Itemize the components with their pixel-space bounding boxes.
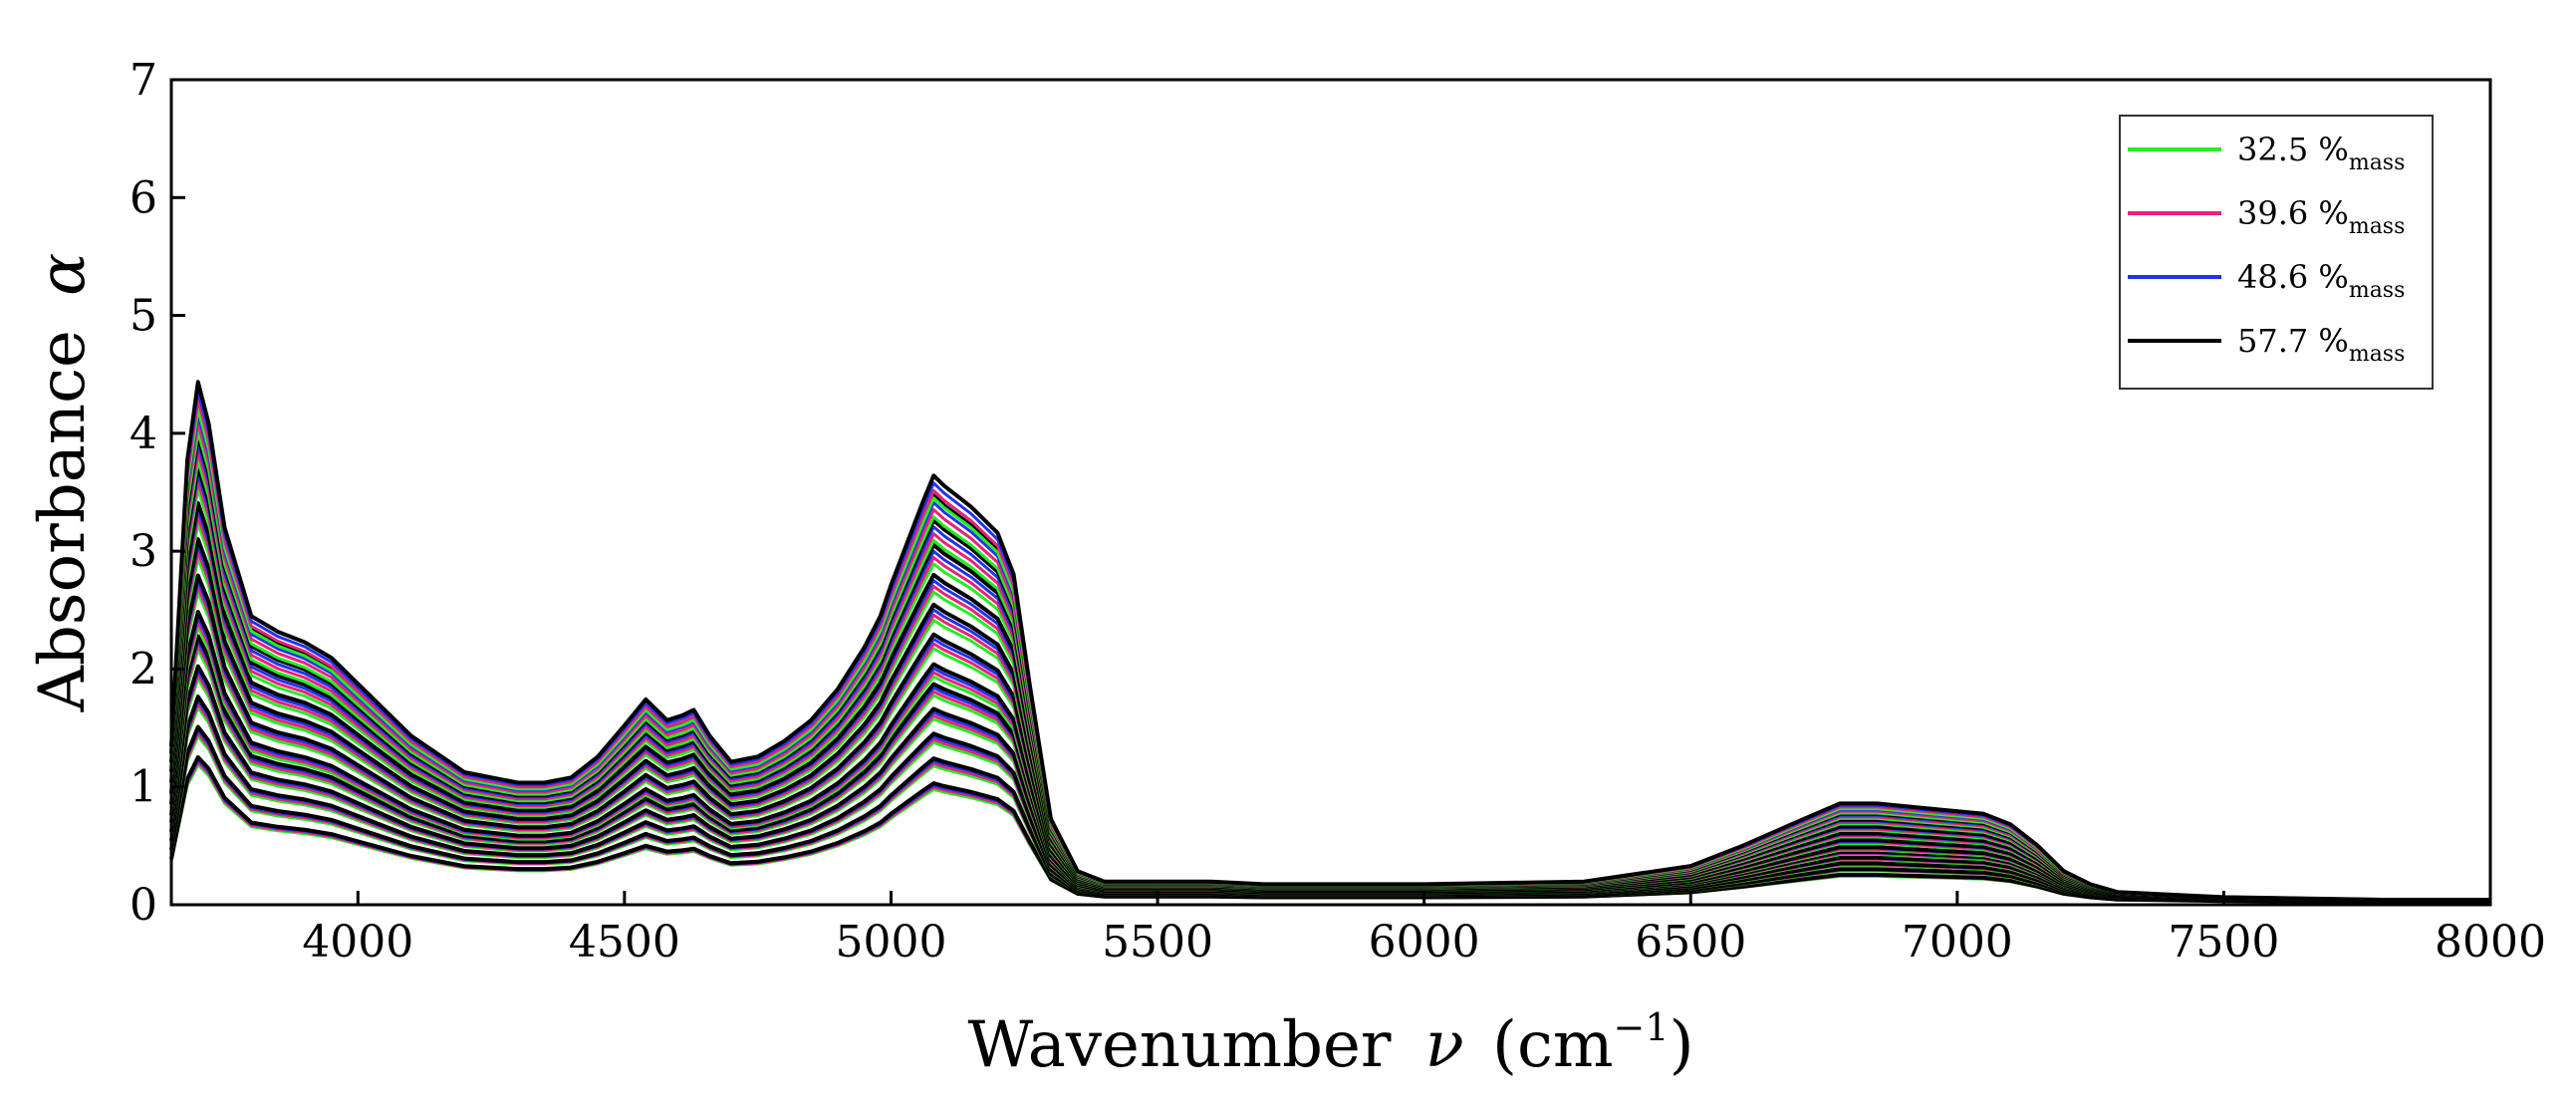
series-line bbox=[169, 450, 2490, 902]
x-tick-label: 6000 bbox=[1369, 917, 1480, 968]
series-line bbox=[169, 573, 2490, 903]
series-line bbox=[169, 724, 2490, 904]
legend-label: 32.5 %mass bbox=[2237, 131, 2405, 175]
y-tick-label: 4 bbox=[129, 409, 157, 459]
legend-label: 57.7 %mass bbox=[2237, 322, 2405, 367]
x-tick-label: 5000 bbox=[835, 917, 946, 968]
x-tick-label: 6500 bbox=[1635, 917, 1746, 968]
x-tick-label: 5500 bbox=[1102, 917, 1213, 968]
series-line bbox=[169, 421, 2490, 902]
y-tick-label: 1 bbox=[129, 762, 157, 813]
series-line bbox=[169, 537, 2490, 903]
series-line bbox=[169, 695, 2490, 904]
x-axis-title: Wavenumber ν (cm−1) bbox=[967, 1005, 1693, 1082]
series-layer bbox=[169, 380, 2490, 904]
x-axis-title-close: ) bbox=[1670, 1008, 1694, 1082]
series-line bbox=[169, 500, 2490, 903]
x-tick-label: 7500 bbox=[2168, 917, 2279, 968]
y-tick-label: 3 bbox=[129, 526, 157, 577]
series-line bbox=[169, 430, 2490, 902]
series-line bbox=[169, 408, 2490, 902]
y-tick-label: 0 bbox=[129, 880, 157, 931]
y-tick-label: 5 bbox=[129, 291, 157, 342]
x-axis-title-unit: (cm bbox=[1492, 1008, 1614, 1082]
series-line bbox=[169, 620, 2490, 903]
series-line bbox=[169, 664, 2490, 904]
x-tick-label: 4500 bbox=[569, 917, 680, 968]
x-tick-label: 8000 bbox=[2435, 917, 2546, 968]
series-line bbox=[169, 634, 2490, 904]
y-axis-title: Absorbance α bbox=[26, 253, 100, 713]
x-axis-title-exponent: −1 bbox=[1614, 1005, 1670, 1049]
series-line bbox=[169, 610, 2490, 904]
x-tick-label: 7000 bbox=[1902, 917, 2013, 968]
series-line bbox=[169, 380, 2490, 902]
y-tick-label: 2 bbox=[129, 644, 157, 695]
x-axis-title-symbol: ν bbox=[1425, 1008, 1464, 1082]
series-line bbox=[169, 754, 2490, 904]
series-line bbox=[169, 399, 2490, 902]
legend-label: 48.6 %mass bbox=[2237, 258, 2405, 303]
ticks-layer: 4000 4500 5000 5500 6000 6500 7000 7500 8000 0 1 2 3… bbox=[129, 55, 2546, 968]
plot-frame bbox=[169, 78, 2492, 907]
x-axis-title-text: Wavenumber bbox=[967, 1008, 1391, 1082]
legend-label: 39.6 %mass bbox=[2237, 194, 2405, 239]
y-axis-title-text: Absorbance bbox=[26, 330, 100, 712]
legend: 32.5 %mass 39.6 %mass 48.6 %mass 57.7 %mass bbox=[2119, 115, 2434, 390]
y-axis-title-symbol: α bbox=[26, 253, 100, 296]
x-tick-label: 4000 bbox=[302, 917, 413, 968]
y-tick-label: 6 bbox=[129, 172, 157, 223]
series-line bbox=[169, 625, 2490, 903]
series-line bbox=[169, 579, 2490, 903]
y-tick-label: 7 bbox=[129, 55, 157, 106]
legend-box bbox=[2119, 115, 2434, 390]
